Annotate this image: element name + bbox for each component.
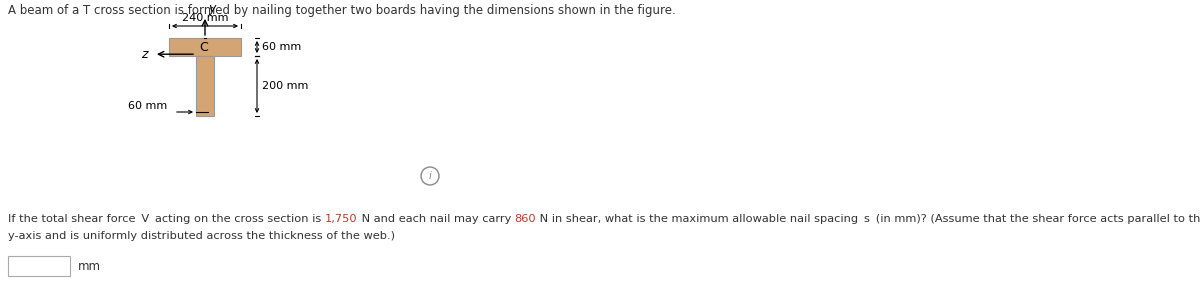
Text: 60 mm: 60 mm <box>127 101 167 111</box>
Text: i: i <box>428 171 432 181</box>
Text: C: C <box>199 41 208 54</box>
Bar <box>8 256 70 276</box>
Text: 60 mm: 60 mm <box>262 42 301 52</box>
Text: If the total shear force  V  acting on the cross section is: If the total shear force V acting on the… <box>8 214 325 224</box>
Text: 860: 860 <box>515 214 536 224</box>
Text: N and each nail may carry: N and each nail may carry <box>358 214 515 224</box>
Text: y-axis and is uniformly distributed across the thickness of the web.): y-axis and is uniformly distributed acro… <box>8 231 395 241</box>
Text: 200 mm: 200 mm <box>262 81 308 91</box>
Text: mm: mm <box>78 260 101 273</box>
Text: A beam of a T cross section is formed by nailing together two boards having the : A beam of a T cross section is formed by… <box>8 4 676 17</box>
Text: N in shear, what is the maximum allowable nail spacing  s  (in mm)? (Assume that: N in shear, what is the maximum allowabl… <box>536 214 1200 224</box>
Text: 240 mm: 240 mm <box>181 13 228 23</box>
Text: y: y <box>208 2 215 15</box>
Text: z: z <box>142 48 148 61</box>
Bar <box>196 56 214 116</box>
Text: 1,750: 1,750 <box>325 214 358 224</box>
Bar <box>169 38 241 56</box>
